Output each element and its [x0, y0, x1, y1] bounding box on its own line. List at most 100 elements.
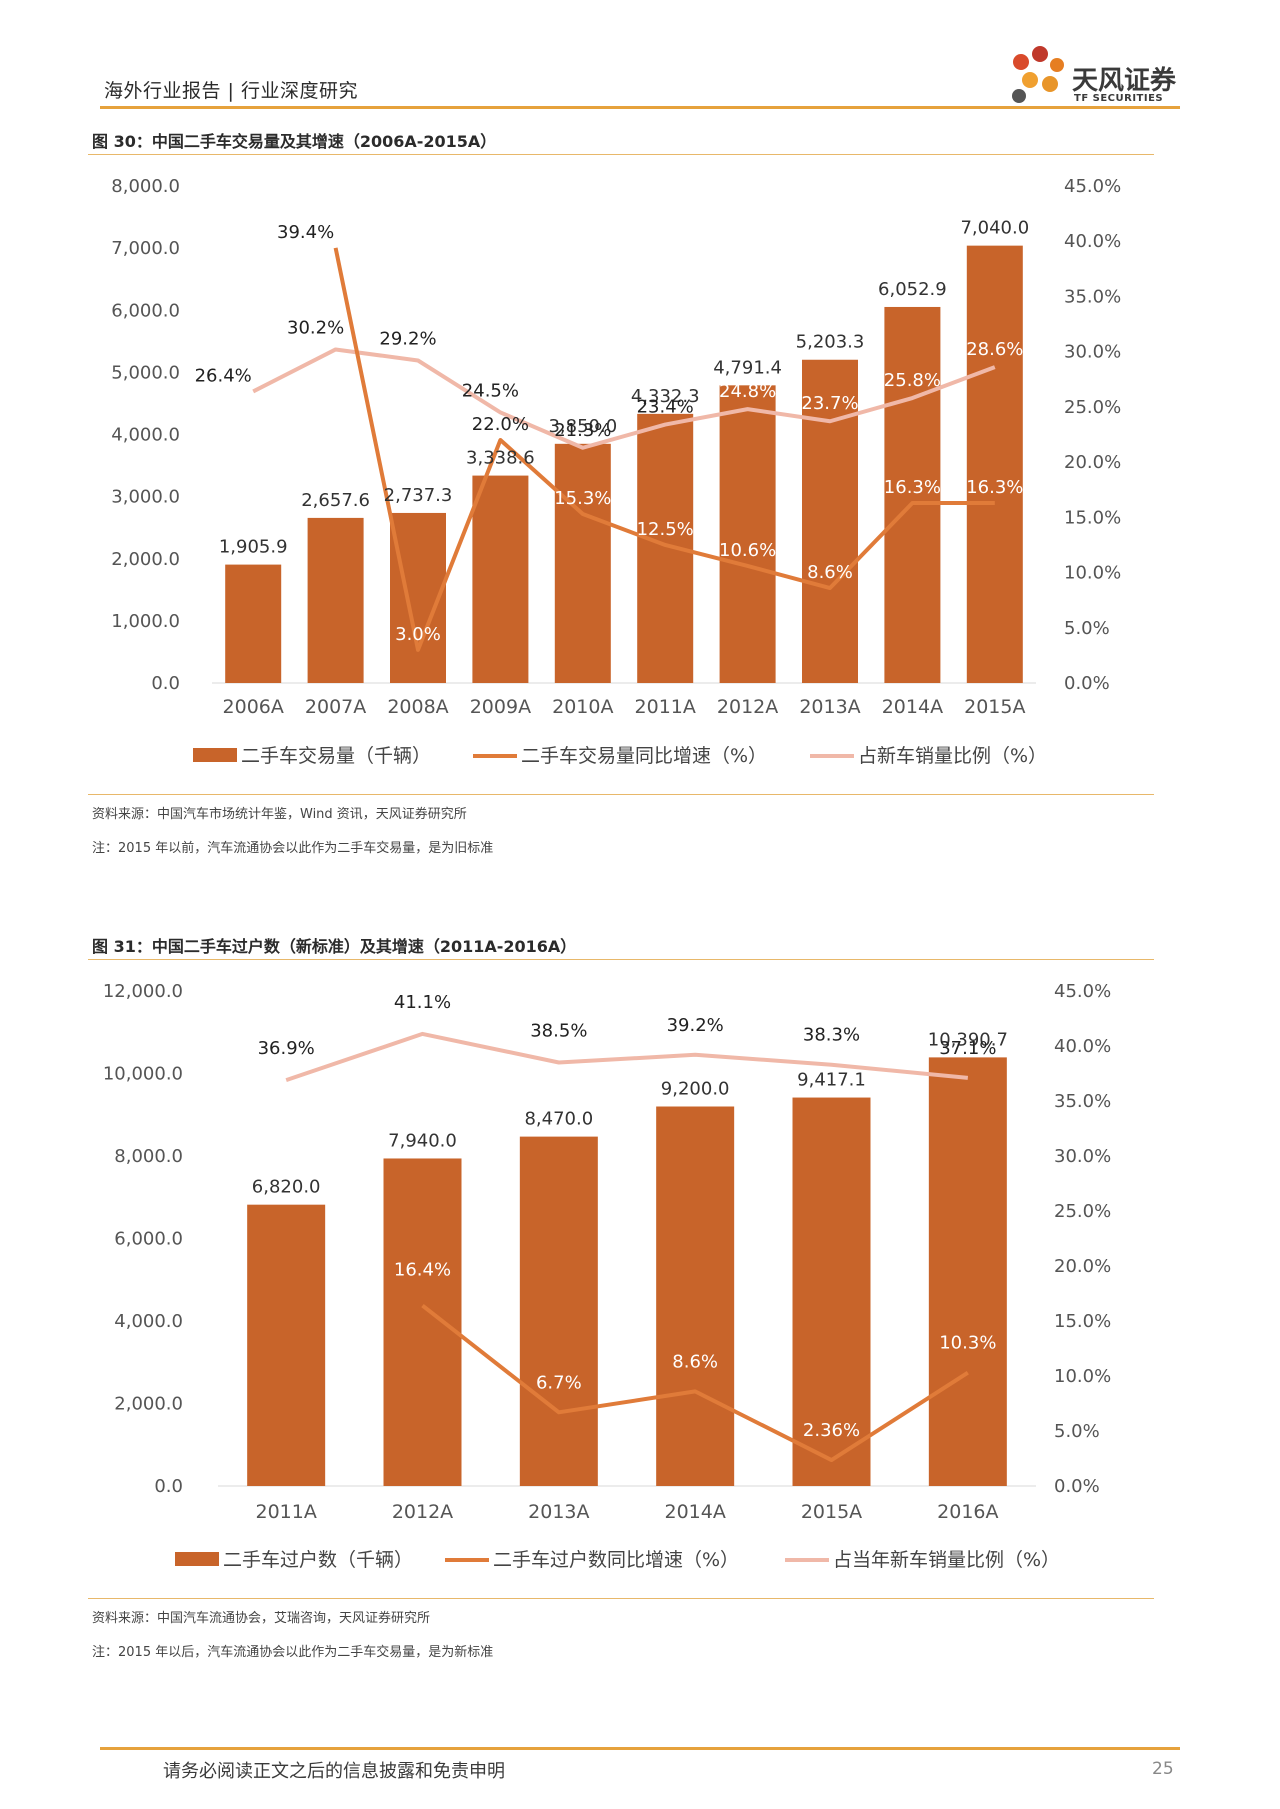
- legend-share-label: 占当年新车销量比例（%）: [833, 1549, 1060, 1571]
- y2-axis-tick-label: 30.0%: [1064, 342, 1121, 363]
- y-axis-tick-label: 1,000.0: [111, 611, 180, 632]
- line-value-label: 12.5%: [637, 519, 694, 540]
- y-axis-tick-label: 5,000.0: [111, 362, 180, 383]
- y-axis-tick-label: 3,000.0: [111, 487, 180, 508]
- y-axis-tick-label: 0.0: [151, 673, 180, 694]
- bar-2013A: [802, 359, 858, 683]
- growth-line-series: [421, 1304, 969, 1463]
- y2-axis-tick-label: 25.0%: [1054, 1201, 1111, 1222]
- line-value-label: 8.6%: [672, 1351, 718, 1372]
- line-value-label: 15.3%: [554, 488, 611, 509]
- line-value-label: 25.8%: [884, 370, 941, 391]
- figure-31-bottom-rule: [88, 1598, 1154, 1599]
- y-axis-tick-label: 8,000.0: [114, 1146, 183, 1167]
- y-axis-tick-label: 8,000.0: [111, 176, 180, 197]
- y2-axis-tick-label: 20.0%: [1054, 1256, 1111, 1277]
- legend-bar-label: 二手车过户数（千辆）: [223, 1549, 413, 1571]
- bar-value-label: 3,338.6: [466, 448, 535, 469]
- footer-divider: [100, 1747, 1180, 1750]
- x-axis-tick-label: 2012A: [392, 1501, 453, 1523]
- legend-bar-swatch: [193, 748, 237, 762]
- x-axis-tick-label: 2007A: [305, 696, 366, 718]
- y-axis-tick-label: 6,000.0: [114, 1229, 183, 1250]
- y2-axis-tick-label: 20.0%: [1064, 452, 1121, 473]
- legend-bar-swatch: [175, 1552, 219, 1566]
- bar-2015A: [792, 1097, 871, 1486]
- line-value-label: 39.4%: [277, 222, 334, 243]
- legend-share-label: 占新车销量比例（%）: [858, 745, 1047, 767]
- legend-growth-label: 二手车过户数同比增速（%）: [493, 1549, 739, 1571]
- share-line-series: [252, 347, 996, 450]
- figure-31-source: 资料来源：中国汽车流通协会，艾瑞咨询，天风证券研究所: [92, 1611, 431, 1626]
- figure-30-title: 图 30：中国二手车交易量及其增速（2006A-2015A）: [92, 132, 497, 151]
- bar-value-label: 2,737.3: [384, 485, 453, 506]
- bar-value-label: 3,850.0: [548, 416, 617, 437]
- line-value-label: 22.0%: [472, 414, 529, 435]
- bar-2013A: [519, 1136, 598, 1486]
- line-value-label: 24.8%: [719, 381, 776, 402]
- line-value-label: 38.5%: [530, 1021, 587, 1042]
- x-axis-tick-label: 2015A: [964, 696, 1025, 718]
- y2-axis-tick-label: 5.0%: [1054, 1421, 1100, 1442]
- line-value-label: 28.6%: [966, 339, 1023, 360]
- y2-axis-tick-label: 45.0%: [1064, 176, 1121, 197]
- y-axis-tick-label: 4,000.0: [114, 1311, 183, 1332]
- bar-value-label: 6,052.9: [878, 279, 947, 300]
- bar-2007A: [307, 517, 364, 683]
- line-value-label: 29.2%: [379, 329, 436, 350]
- line-value-label: 39.2%: [667, 1015, 724, 1036]
- y-axis-tick-label: 0.0: [154, 1476, 183, 1497]
- y-axis-tick-label: 4,000.0: [111, 425, 180, 446]
- bar-value-label: 9,417.1: [797, 1070, 866, 1091]
- bar-2011A: [247, 1204, 326, 1486]
- line-value-label: 30.2%: [287, 317, 344, 338]
- bar-value-label: 4,791.4: [713, 357, 782, 378]
- y2-axis-tick-label: 15.0%: [1064, 507, 1121, 528]
- bar-value-label: 7,940.0: [388, 1130, 457, 1151]
- y2-axis-tick-label: 0.0%: [1064, 673, 1110, 694]
- line-value-label: 36.9%: [258, 1038, 315, 1059]
- figure-31-note: 注：2015 年以后，汽车流通协会以此作为二手车交易量，是为新标准: [92, 1645, 494, 1660]
- line-value-label: 38.3%: [803, 1025, 860, 1046]
- y-axis-tick-label: 12,000.0: [103, 981, 183, 1002]
- line-value-label: 16.3%: [884, 477, 941, 498]
- line-value-label: 16.4%: [394, 1260, 451, 1281]
- y2-axis-tick-label: 30.0%: [1054, 1146, 1111, 1167]
- x-axis-tick-label: 2013A: [799, 696, 860, 718]
- y2-axis-tick-label: 40.0%: [1054, 1036, 1111, 1057]
- growth-line-series: [333, 247, 995, 652]
- figure-30-title-rule: [88, 154, 1154, 155]
- y-axis-tick-label: 10,000.0: [103, 1064, 183, 1085]
- header-divider: [100, 106, 1180, 109]
- y2-axis-tick-label: 35.0%: [1064, 286, 1121, 307]
- share-line-series: [285, 1031, 969, 1082]
- legend-growth-label: 二手车交易量同比增速（%）: [521, 745, 767, 767]
- x-axis-tick-label: 2009A: [470, 696, 531, 718]
- logo-text-en: TF SECURITIES: [1074, 93, 1164, 104]
- line-value-label: 10.3%: [939, 1333, 996, 1354]
- tf-securities-logo-icon: [1012, 46, 1064, 103]
- bar-value-label: 1,905.9: [219, 537, 288, 558]
- bar-value-label: 9,200.0: [661, 1079, 730, 1100]
- y2-axis-tick-label: 0.0%: [1054, 1476, 1100, 1497]
- y-axis-tick-label: 2,000.0: [111, 549, 180, 570]
- bar-2012A: [719, 385, 776, 683]
- line-value-label: 24.5%: [462, 380, 519, 401]
- figure-30-note: 注：2015 年以前，汽车流通协会以此作为二手车交易量，是为旧标准: [92, 841, 494, 856]
- figure-30-source: 资料来源：中国汽车市场统计年鉴，Wind 资讯，天风证券研究所: [92, 807, 467, 822]
- x-axis-tick-label: 2015A: [801, 1501, 862, 1523]
- bar-value-label: 4,332.3: [631, 386, 700, 407]
- line-value-label: 16.3%: [966, 477, 1023, 498]
- y2-axis-tick-label: 15.0%: [1054, 1311, 1111, 1332]
- line-value-label: 37.1%: [939, 1038, 996, 1059]
- legend-bar-label: 二手车交易量（千辆）: [241, 745, 431, 767]
- bar-2016A: [928, 1057, 1007, 1486]
- figure-30-chart: 0.0 1,000.0 2,000.0 3,000.0 4,000.0 5,000.0 6,…: [111, 176, 1121, 767]
- bar-2015A: [966, 245, 1023, 683]
- bar-2010A: [554, 443, 611, 683]
- page-number: 25: [1152, 1759, 1174, 1779]
- bar-value-label: 10,390.7: [928, 1029, 1008, 1050]
- bar-value-label: 7,040.0: [960, 218, 1029, 239]
- y-axis-tick-label: 7,000.0: [111, 238, 180, 259]
- line-value-label: 26.4%: [195, 365, 252, 386]
